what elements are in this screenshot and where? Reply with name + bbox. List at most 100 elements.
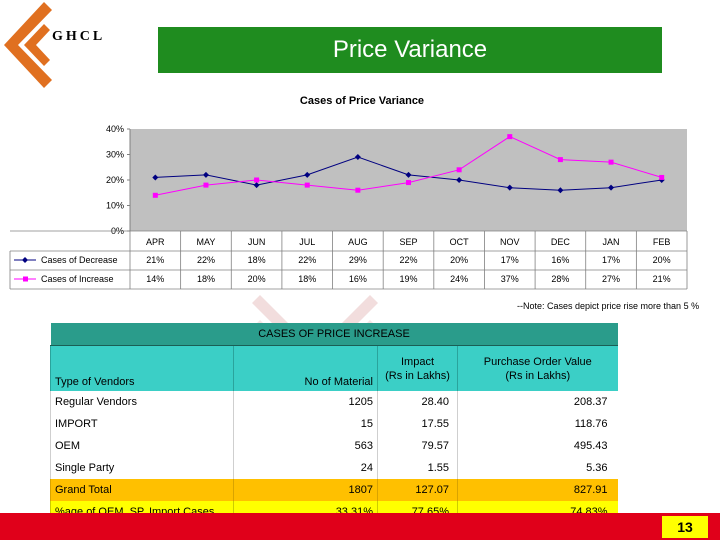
data-label: 17% (602, 255, 620, 265)
cell-pov: 495.43 (456, 435, 618, 457)
data-point (152, 174, 159, 181)
data-label: 22% (197, 255, 215, 265)
legend-marker (22, 257, 28, 263)
slide-title: Price Variance (332, 36, 488, 63)
data-label: 20% (653, 255, 671, 265)
cell-impact: 28.40 (377, 391, 458, 413)
header-impact-line1: Impact (400, 355, 434, 368)
table-row: Single Party 24 1.55 5.36 (50, 457, 618, 479)
cell-impact: 79.57 (377, 435, 458, 457)
x-tick-label: SEP (399, 237, 417, 247)
data-point (608, 159, 614, 165)
cell-type: Grand Total (50, 479, 234, 501)
x-tick-label: OCT (450, 237, 470, 247)
cell-type: IMPORT (50, 413, 234, 435)
data-label: 19% (399, 274, 417, 284)
data-label: 20% (450, 255, 468, 265)
footer-bar (0, 513, 720, 540)
cell-impact: 1.55 (377, 457, 458, 479)
x-tick-label: NOV (500, 237, 520, 247)
data-point (608, 184, 615, 191)
logo-text: GHCL (52, 29, 105, 44)
data-point (355, 187, 361, 193)
y-tick-label: 10% (106, 201, 124, 211)
cell-pov: 118.76 (456, 413, 618, 435)
data-label: 21% (653, 274, 671, 284)
header-impact: Impact (Rs in Lakhs) (377, 345, 458, 391)
data-point (456, 167, 462, 173)
x-tick-label: JUL (299, 237, 315, 247)
cell-type: Single Party (50, 457, 234, 479)
data-label: 14% (146, 274, 164, 284)
header-pov-line2: (Rs in Lakhs) (505, 369, 571, 382)
header-pov: Purchase Order Value (Rs in Lakhs) (456, 345, 618, 391)
table-caption: CASES OF PRICE INCREASE (50, 323, 618, 346)
data-label: 16% (349, 274, 367, 284)
x-tick-label: APR (146, 237, 165, 247)
data-label: 21% (146, 255, 164, 265)
legend-marker (23, 276, 28, 282)
chart-title: Cases of Price Variance (300, 95, 424, 107)
header-type: Type of Vendors (50, 345, 234, 391)
cell-count: 563 (233, 435, 378, 457)
cell-count: 15 (233, 413, 378, 435)
data-point (557, 157, 563, 163)
cell-count: 24 (233, 457, 378, 479)
data-point (253, 182, 260, 189)
cell-impact: 17.55 (377, 413, 458, 435)
cell-count: 1205 (233, 391, 378, 413)
data-label: 18% (248, 255, 266, 265)
y-tick-label: 20% (106, 175, 124, 185)
cell-type: OEM (50, 435, 234, 457)
legend-label: Cases of Decrease (41, 255, 118, 265)
table-caption-row: CASES OF PRICE INCREASE (50, 323, 618, 346)
header-impact-line2: (Rs in Lakhs) (385, 369, 450, 382)
grand-total-row: Grand Total 1807 127.07 827.91 (50, 479, 618, 501)
x-tick-label: MAY (197, 237, 216, 247)
data-label: 17% (501, 255, 519, 265)
data-point (354, 154, 361, 161)
price-variance-chart: Cases of Price Variance 0%10%20%30%40% A… (9, 95, 688, 290)
data-point (254, 177, 260, 183)
cell-type: Regular Vendors (50, 391, 234, 413)
x-tick-label: JUN (248, 237, 266, 247)
cell-impact: 127.07 (377, 479, 458, 501)
data-point (304, 171, 311, 178)
data-label: 16% (551, 255, 569, 265)
data-point (405, 171, 412, 178)
page-number: 13 (662, 516, 708, 538)
y-tick-label: 40% (106, 124, 124, 134)
data-label: 24% (450, 274, 468, 284)
y-tick-label: 30% (106, 150, 124, 160)
x-tick-label: AUG (348, 237, 368, 247)
data-point (203, 182, 209, 188)
x-tick-label: JAN (603, 237, 620, 247)
plot-area (130, 129, 687, 231)
data-point (304, 182, 310, 188)
table-row: IMPORT 15 17.55 118.76 (50, 413, 618, 435)
slide-title-bar: Price Variance (158, 27, 662, 73)
data-point (507, 134, 513, 140)
table-row: Regular Vendors 1205 28.40 208.37 (50, 391, 618, 413)
cell-count: 1807 (233, 479, 378, 501)
header-count: No of Material (233, 345, 378, 391)
data-point (406, 180, 411, 186)
data-point (659, 174, 665, 180)
x-tick-label: FEB (653, 237, 671, 247)
data-label: 22% (399, 255, 417, 265)
data-label: 20% (248, 274, 266, 284)
data-point (506, 184, 513, 191)
price-increase-table: CASES OF PRICE INCREASE Type of Vendors … (50, 323, 618, 523)
cell-pov: 208.37 (456, 391, 618, 413)
data-label: 37% (501, 274, 519, 284)
cell-pov: 827.91 (456, 479, 618, 501)
data-point (202, 171, 209, 178)
table-row: OEM 563 79.57 495.43 (50, 435, 618, 457)
data-label: 28% (551, 274, 569, 284)
data-label: 18% (298, 274, 316, 284)
data-label: 27% (602, 274, 620, 284)
data-point (557, 187, 564, 194)
data-point (456, 177, 463, 183)
cell-pov: 5.36 (456, 457, 618, 479)
x-tick-label: DEC (551, 237, 571, 247)
